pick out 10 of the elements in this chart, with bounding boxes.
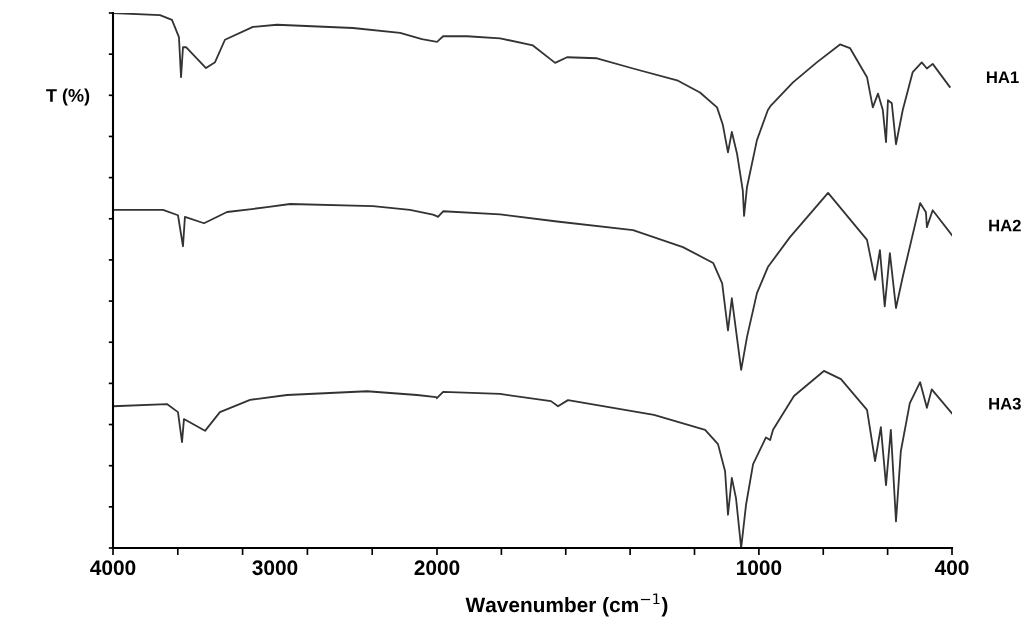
x-tick-label: 2000 bbox=[414, 560, 460, 576]
x-tick-label: 1000 bbox=[737, 560, 782, 576]
text: HA2 bbox=[989, 219, 1021, 232]
y-axis-title: T (%) bbox=[46, 88, 90, 106]
x-axis-title: Wavenumber (cm$^{−1}$) bbox=[465, 593, 668, 617]
x-tick-label: 400 bbox=[934, 560, 969, 576]
text: HA3 bbox=[989, 397, 1021, 410]
x-tick-label: 4000 bbox=[90, 560, 136, 576]
text: HA1 bbox=[986, 71, 1019, 83]
x-tick-label: 3000 bbox=[252, 560, 298, 576]
